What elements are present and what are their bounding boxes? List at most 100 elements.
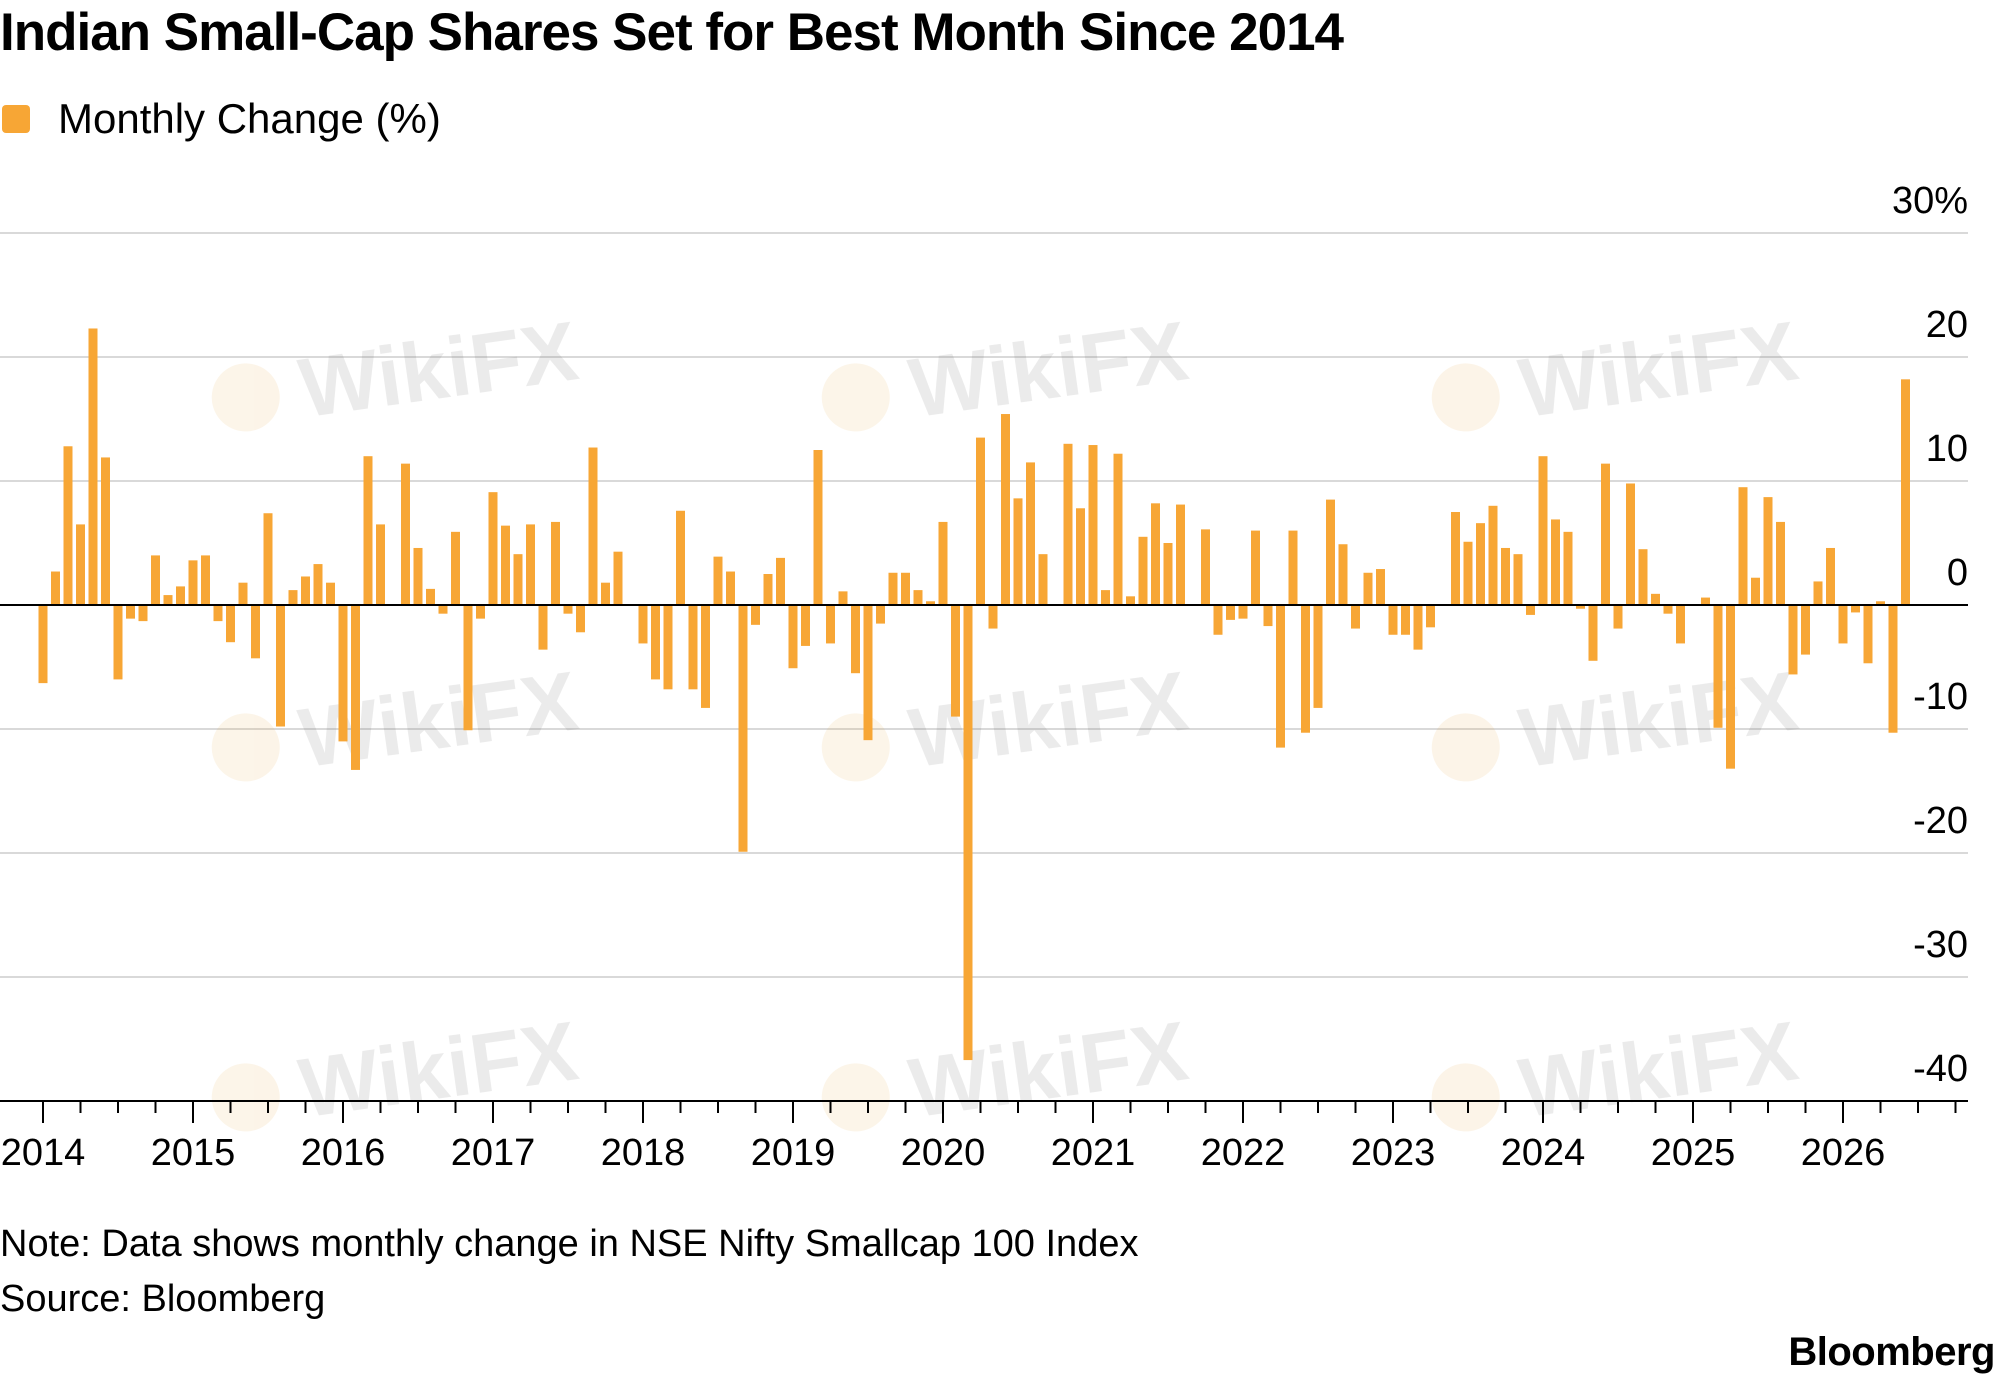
bar [1426,605,1435,628]
watermarks: WikiFX WikiFX WikiFX WikiFX WikiFX WikiFX Wiki… [211,303,1804,1135]
bar [1363,572,1373,605]
bar [213,605,223,622]
watermark-logo: WikiFX [1431,303,1804,435]
bar [376,524,385,605]
bar [38,605,48,684]
bar [476,605,485,619]
y-tick-label: -10 [1913,676,1968,718]
bar [363,456,373,605]
bar [1026,462,1035,605]
bar [563,605,573,614]
bar [1151,503,1160,605]
bar [1726,605,1735,769]
bar [1838,605,1848,644]
bar [463,605,473,731]
bar [1738,487,1748,605]
bar [1413,605,1423,650]
bar [188,560,198,605]
bar [401,463,410,605]
bar [876,605,885,624]
x-tick-label: 2014 [1,1132,86,1174]
bar [1301,605,1310,733]
bar [913,590,923,605]
bar [1576,605,1585,609]
bar [1038,554,1048,605]
bar [963,605,973,1061]
bar [1863,605,1873,664]
bar [801,605,810,646]
bar [151,555,160,605]
bar [1263,605,1273,627]
bars [38,328,1910,1061]
y-tick-label: -40 [1913,1048,1968,1090]
bar [1513,554,1523,605]
chart-source: Source: Bloomberg [0,1278,326,1320]
bar [1663,605,1673,614]
watermark-logo: WikiFX [211,653,584,785]
watermark-logo: WikiFX [821,1003,1193,1135]
bar [76,524,85,605]
bar [1376,569,1385,605]
bar [438,605,448,614]
chart-title: Indian Small-Cap Shares Set for Best Mon… [0,3,1344,62]
svg-text:WikiFX: WikiFX [1514,1003,1804,1135]
bar [763,574,773,605]
x-tick-label: 2019 [751,1132,836,1174]
bar [176,586,185,605]
bar [1601,463,1610,605]
y-tick-label: 10 [1926,428,1968,470]
bar [1501,547,1510,605]
bar [676,510,685,605]
bar [663,605,673,690]
bar [1238,605,1248,619]
bar [351,605,360,770]
bar [1888,605,1898,733]
bar [1538,456,1548,605]
bar [1351,605,1360,629]
x-tick-label: 2021 [1051,1132,1136,1174]
bar [1201,529,1210,605]
bar [1326,499,1335,605]
x-tick-label: 2017 [451,1132,536,1174]
legend-label: Monthly Change (%) [58,95,441,142]
bar [138,605,148,622]
bar [888,572,898,605]
x-tick-label: 2024 [1501,1132,1586,1174]
bar [501,525,510,605]
bar [1288,530,1298,605]
watermark-logo: WikiFX [211,1003,584,1135]
bar [1713,605,1723,728]
bar [1488,505,1498,605]
bar [838,591,848,605]
x-tick-label: 2022 [1201,1132,1286,1174]
bar [538,605,548,650]
bar [813,450,823,605]
bar [1013,498,1023,605]
bar [201,555,210,605]
bar [1213,605,1223,635]
x-tick-label: 2025 [1651,1132,1736,1174]
x-tick-label: 2016 [301,1132,386,1174]
bar [601,582,610,605]
bar [1788,605,1798,675]
bar [101,457,110,605]
bar [1276,605,1285,748]
bar [238,582,248,605]
bar [976,437,985,605]
watermark-logo: WikiFX [1431,653,1803,785]
svg-text:WikiFX: WikiFX [1514,303,1804,435]
bar [726,571,735,605]
bar [588,447,598,605]
bar [263,513,273,605]
x-tick-label: 2018 [601,1132,686,1174]
svg-text:WikiFX: WikiFX [294,303,584,435]
bar [1776,521,1785,605]
svg-text:WikiFX: WikiFX [294,653,584,785]
bar [1551,519,1560,605]
y-tick-label: 30% [1892,180,1968,222]
bar [1463,541,1473,605]
bar [1626,483,1635,605]
bar [276,605,285,727]
svg-text:WikiFX: WikiFX [294,1003,584,1135]
bar [1388,605,1398,635]
